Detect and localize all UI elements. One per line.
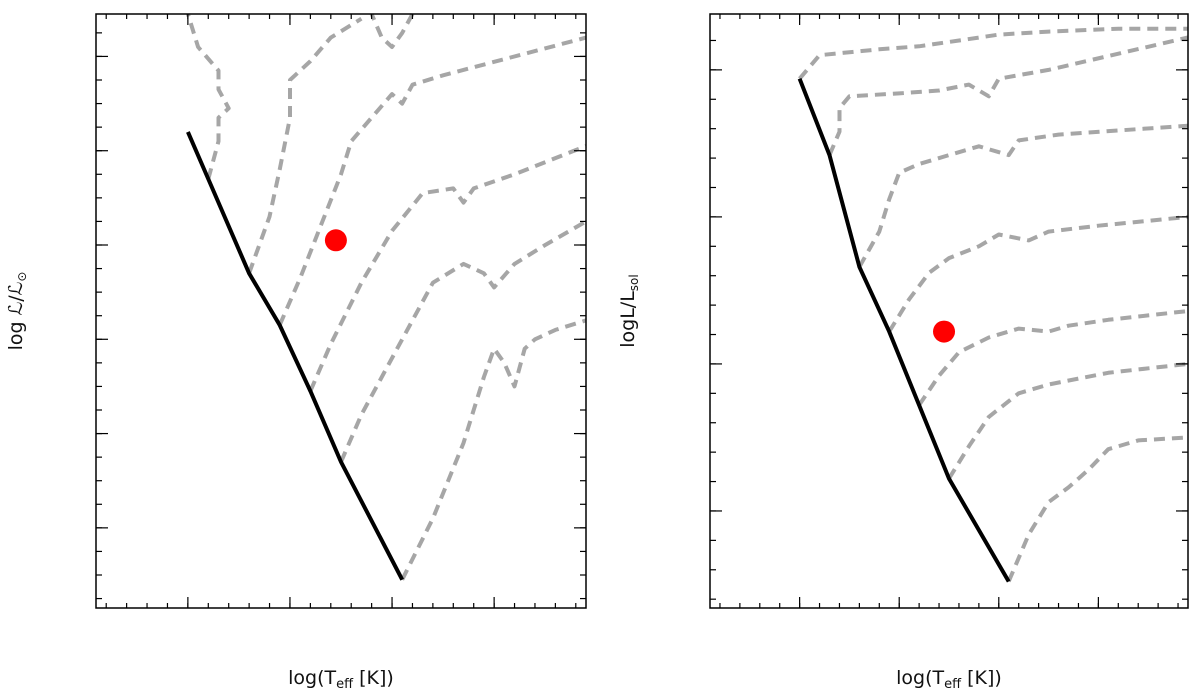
evolutionary-track-2 bbox=[917, 309, 1189, 407]
evolutionary-track-4 bbox=[247, 16, 363, 274]
left-hr-panel: log(Teff [K]) log ℒ/ℒ⊙ bbox=[5, 13, 588, 692]
right-hr-panel: log(Teff [K]) logL/Lsol bbox=[617, 13, 1189, 692]
evolutionary-track-5 bbox=[827, 35, 1189, 156]
evolutionary-track-1 bbox=[947, 361, 1189, 480]
x-axis-title: log(Teff [K]) bbox=[288, 667, 394, 692]
star-marker bbox=[324, 229, 347, 252]
plot-frame bbox=[95, 13, 587, 609]
evolutionary-track-0 bbox=[1006, 435, 1189, 583]
evolutionary-track-5 bbox=[185, 13, 231, 180]
zams-line bbox=[797, 77, 1011, 583]
evolutionary-track-6 bbox=[798, 26, 1188, 80]
y-axis-title: log ℒ/ℒ⊙ bbox=[5, 272, 29, 351]
zams-line bbox=[186, 131, 404, 581]
star-marker bbox=[933, 320, 956, 343]
evolutionary-track-2 bbox=[308, 144, 587, 392]
evolutionary-track-4 bbox=[857, 123, 1189, 268]
evolutionary-track-6 bbox=[369, 13, 415, 49]
evolutionary-track-0 bbox=[400, 318, 587, 581]
x-axis-title: log(Teff [K]) bbox=[896, 667, 1002, 692]
evolutionary-track-1 bbox=[339, 219, 588, 463]
plot-frame bbox=[709, 13, 1189, 609]
evolutionary-track-3 bbox=[887, 214, 1189, 333]
y-axis-title: logL/Lsol bbox=[617, 274, 641, 347]
